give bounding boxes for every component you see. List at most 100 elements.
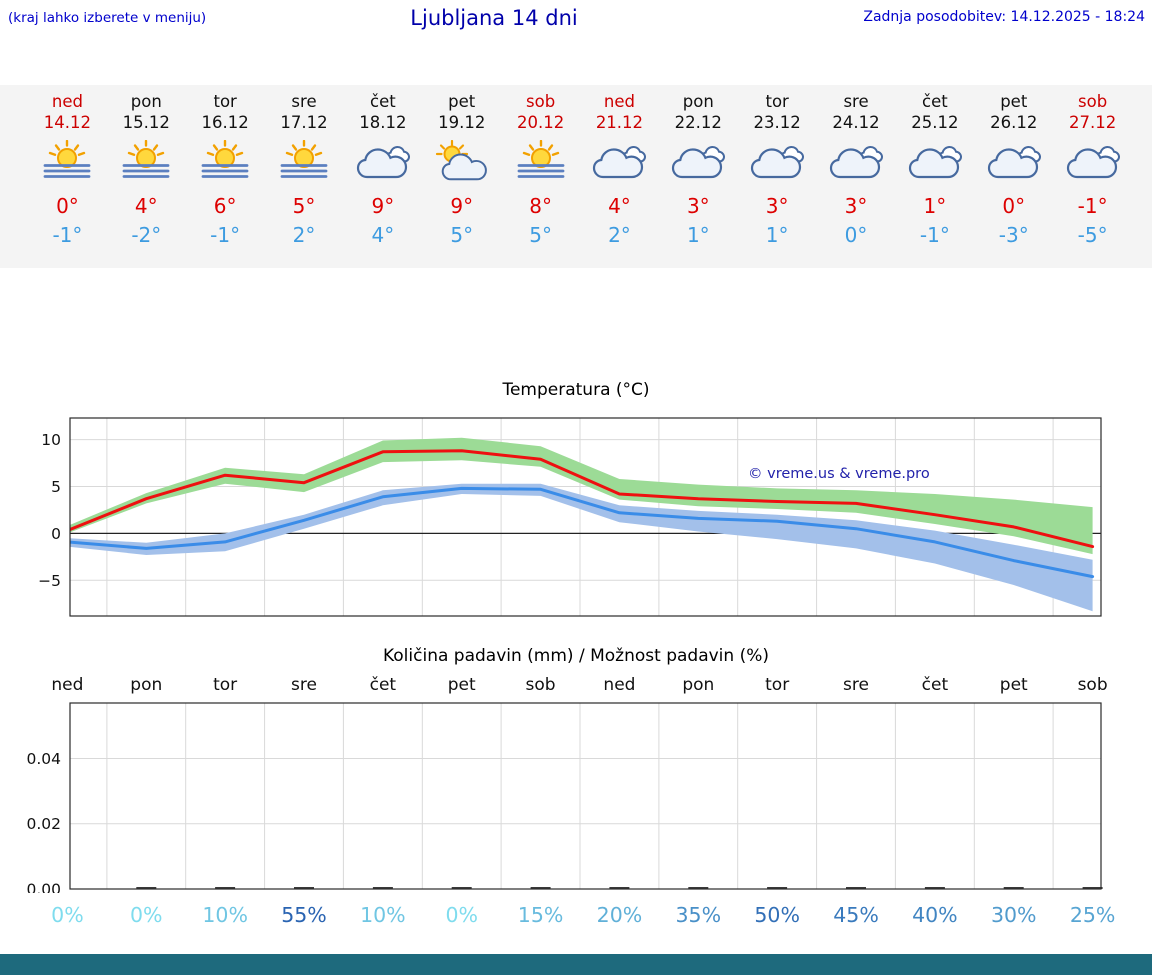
day-high-temp: 3° (765, 194, 789, 218)
svg-text:0: 0 (51, 525, 61, 543)
cloudy-icon (1053, 140, 1132, 186)
day-date: 18.12 (359, 113, 407, 132)
axis-day-label: tor (213, 675, 238, 695)
axis-day-label: ned (603, 675, 636, 695)
precip-probability: 0% (51, 903, 84, 927)
precip-probability: 15% (517, 903, 564, 927)
cloudy-icon (974, 140, 1053, 186)
day-name: sre (291, 92, 317, 111)
forecast-day-column: sre 17.12 5° 2° (265, 85, 344, 268)
cloudy-icon (817, 140, 896, 186)
forecast-day-column: čet 25.12 1° -1° (895, 85, 974, 268)
precip-probability: 0% (130, 903, 163, 927)
axis-day-label: sre (843, 675, 869, 695)
precip-probability: 50% (754, 903, 800, 927)
day-date: 16.12 (201, 113, 249, 132)
precip-probability: 45% (833, 903, 879, 927)
day-high-temp: 4° (134, 194, 158, 218)
axis-day-label: pet (999, 675, 1028, 695)
day-name: ned (603, 92, 635, 111)
footer-bar (0, 954, 1152, 975)
cloudy-icon (580, 140, 659, 186)
sun-fog-icon (265, 139, 344, 186)
last-update-label: Zadnja posodobitev: 14.12.2025 - 18:24 (863, 9, 1145, 25)
svg-text:−5: −5 (38, 572, 61, 590)
precipitation-chart: 0.00 0.02 0.04 (26, 702, 1103, 894)
forecast-day-column: pon 22.12 3° 1° (659, 85, 738, 268)
day-name: sob (1078, 92, 1108, 111)
day-high-temp: 4° (608, 194, 631, 218)
sun-fog-icon (28, 139, 107, 186)
day-date: 19.12 (438, 113, 486, 132)
day-date: 14.12 (43, 113, 92, 132)
precip-probability: 10% (360, 903, 406, 927)
day-date: 26.12 (990, 113, 1038, 132)
precip-probability: 10% (202, 903, 248, 927)
axis-day-label: čet (921, 675, 949, 695)
svg-text:0.00: 0.00 (26, 881, 61, 894)
cloudy-icon (343, 140, 422, 186)
precip-probability: 40% (912, 903, 958, 927)
day-date: 15.12 (122, 113, 170, 132)
page-title: Ljubljana 14 dni (410, 6, 578, 30)
precip-probability: 30% (990, 903, 1037, 927)
precip-probability-row: 0% 0% 10% 55% 10% 0% 15% 20% 35% 50% 45% 40% 30% 25% (0, 902, 1152, 929)
axis-day-label: pon (682, 675, 715, 695)
day-high-temp: -1° (1077, 194, 1108, 218)
day-date: 17.12 (280, 113, 328, 132)
forecast-day-column: pet 19.12 9° 5° (422, 85, 501, 268)
forecast-strip: ned 14.12 0° -1° pon 15.12 4° -2° tor 16.12 6° -1° s… (0, 85, 1152, 268)
cloudy-icon (659, 140, 738, 186)
day-high-temp: 6° (213, 194, 237, 218)
cloudy-icon (895, 140, 974, 186)
day-low-temp: 5° (450, 223, 474, 247)
day-name: tor (213, 92, 237, 111)
forecast-day-column: tor 16.12 6° -1° (186, 85, 265, 268)
day-name: pet (448, 92, 476, 111)
sun-cloud-icon (422, 139, 501, 186)
day-name: pon (682, 92, 714, 111)
day-date: 23.12 (753, 113, 801, 132)
day-low-temp: -1° (919, 223, 950, 247)
forecast-day-column: sob 20.12 8° 5° (501, 85, 580, 268)
precip-probability: 20% (596, 903, 643, 927)
precip-day-axis: ned pon tor sre čet pet sob ned pon tor sre čet pet s… (0, 675, 1152, 696)
day-date: 27.12 (1068, 113, 1117, 132)
day-high-temp: 3° (686, 194, 710, 218)
forecast-day-column: sre 24.12 3° 0° (817, 85, 896, 268)
sun-fog-icon (501, 139, 580, 186)
day-high-temp: 9° (371, 194, 395, 218)
day-date: 22.12 (674, 113, 722, 132)
svg-text:© vreme.us & vreme.pro: © vreme.us & vreme.pro (748, 466, 930, 482)
day-low-temp: -2° (131, 223, 162, 247)
day-low-temp: 0° (844, 223, 868, 247)
day-name: ned (51, 92, 83, 111)
menu-hint: (kraj lahko izberete v meniju) (8, 10, 207, 26)
day-low-temp: -3° (998, 223, 1029, 247)
day-date: 24.12 (832, 113, 880, 132)
axis-day-label: tor (765, 675, 790, 695)
axis-day-label: pet (447, 675, 476, 695)
day-high-temp: 1° (923, 194, 947, 218)
day-high-temp: 3° (844, 194, 868, 218)
day-high-temp: 5° (292, 194, 316, 218)
axis-day-label: sob (525, 675, 556, 695)
day-high-temp: 9° (450, 194, 474, 218)
forecast-day-column: čet 18.12 9° 4° (343, 85, 422, 268)
sun-fog-icon (107, 139, 186, 186)
page-header: (kraj lahko izberete v meniju) Ljubljana… (0, 0, 1152, 40)
day-name: sob (526, 92, 556, 111)
day-high-temp: 0° (56, 194, 79, 218)
precipitation-chart-title: Količina padavin (mm) / Možnost padavin … (382, 646, 769, 666)
svg-text:0.02: 0.02 (26, 815, 61, 833)
day-high-temp: 0° (1002, 194, 1026, 218)
day-name: čet (370, 92, 396, 111)
day-low-temp: 4° (371, 223, 395, 247)
day-date: 20.12 (516, 113, 565, 132)
svg-text:10: 10 (41, 431, 61, 449)
day-name: tor (765, 92, 789, 111)
axis-day-label: pon (130, 675, 163, 695)
day-low-temp: 2° (292, 223, 316, 247)
forecast-day-column: pet 26.12 0° -3° (974, 85, 1053, 268)
